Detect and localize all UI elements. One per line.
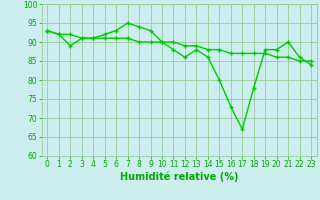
X-axis label: Humidité relative (%): Humidité relative (%) bbox=[120, 172, 238, 182]
